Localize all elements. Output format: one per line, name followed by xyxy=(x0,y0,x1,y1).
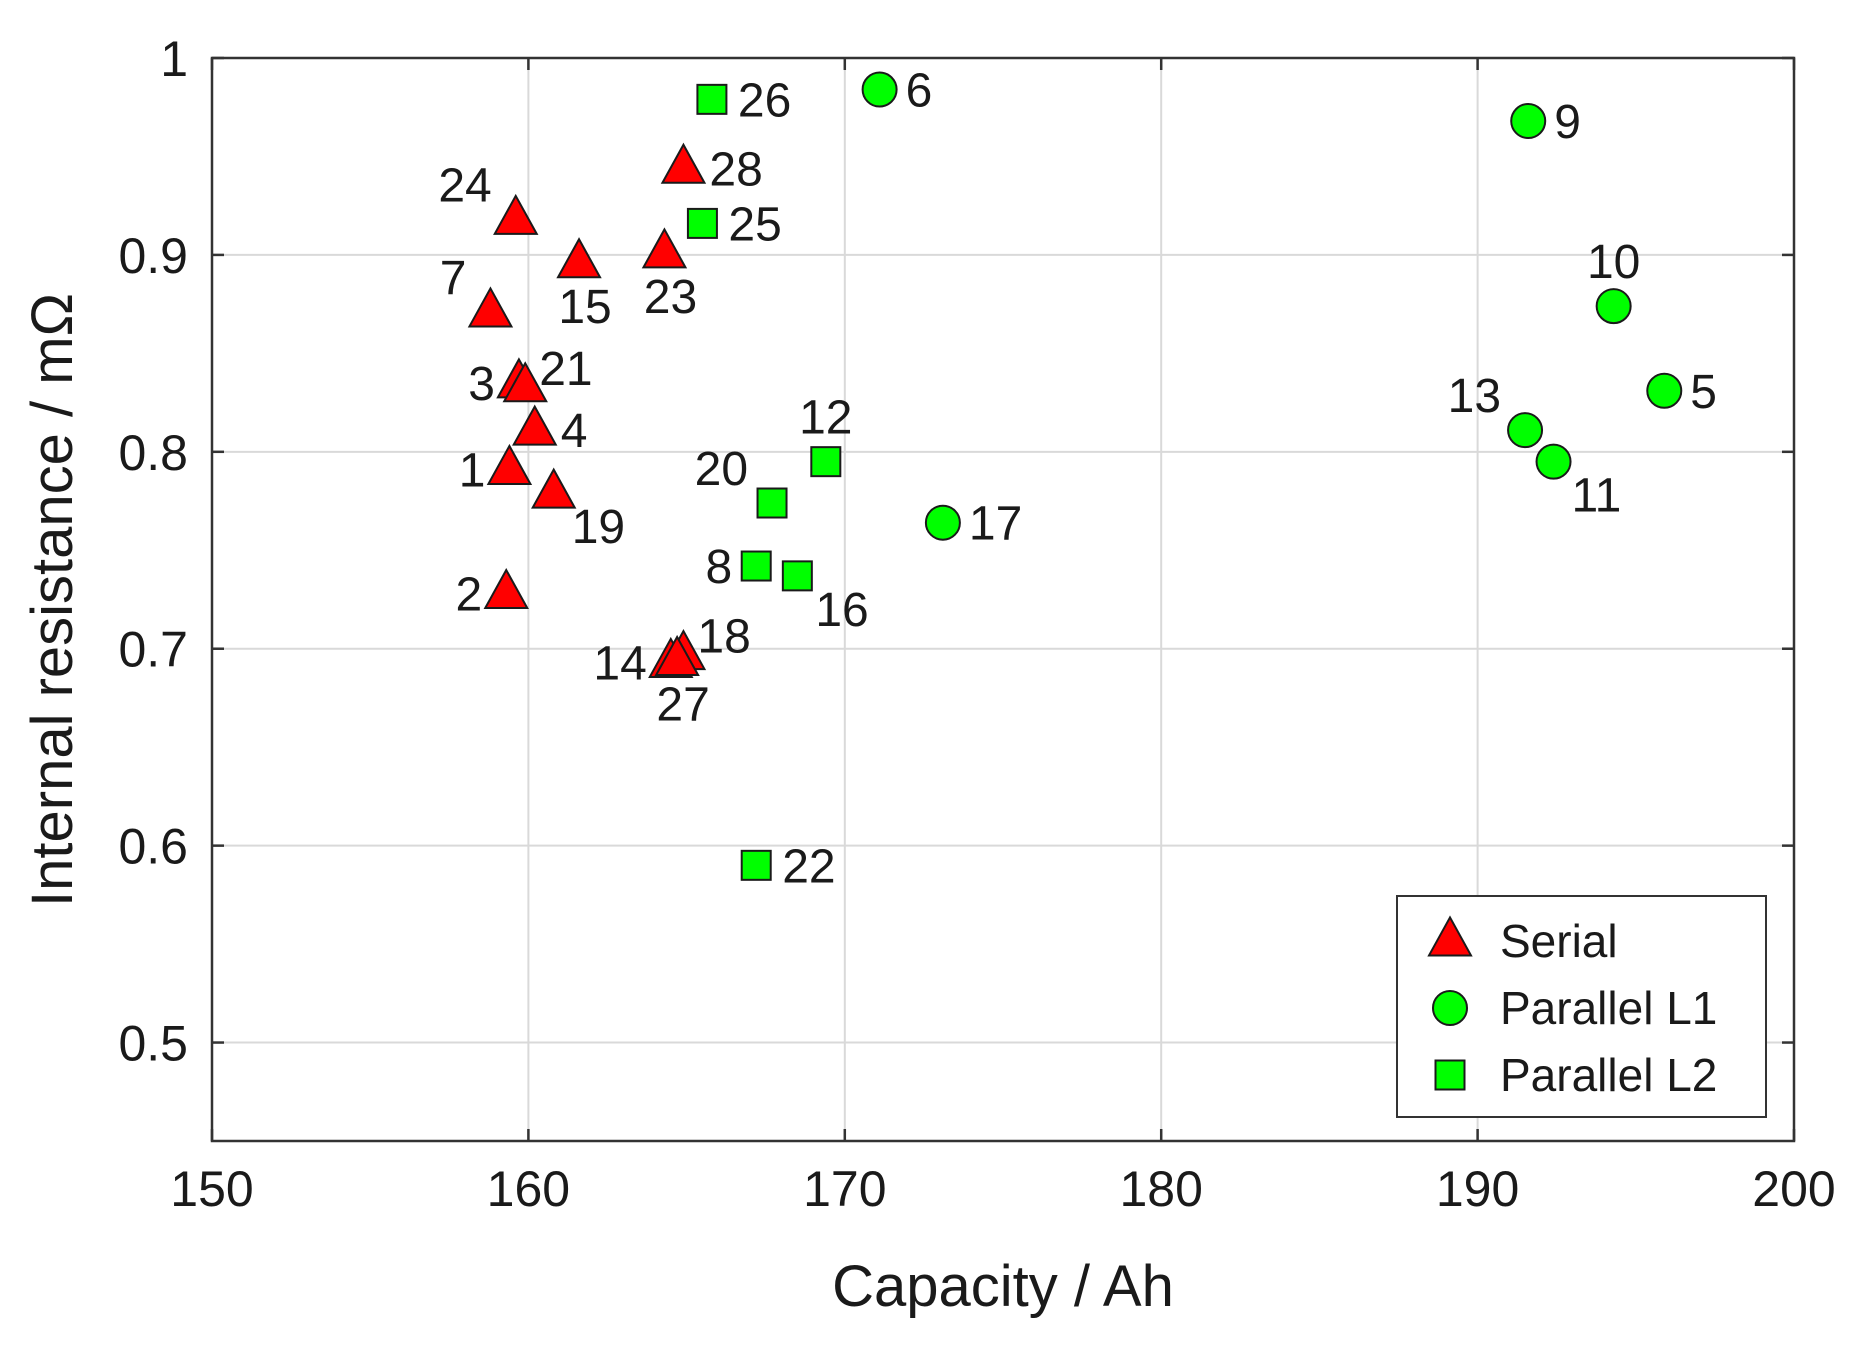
legend-circle-icon xyxy=(1432,990,1468,1026)
circle-marker xyxy=(1646,372,1683,409)
point-label: 28 xyxy=(709,143,762,196)
point-label: 22 xyxy=(782,840,835,893)
plot-frame xyxy=(210,56,1796,1143)
point-label: 4 xyxy=(561,405,588,458)
point-label: 10 xyxy=(1587,236,1640,289)
square-marker xyxy=(756,487,788,519)
point-labels: 1234714151819212324272856910111317812162… xyxy=(438,65,1717,894)
triangle-marker xyxy=(483,567,529,610)
x-tick-label: 200 xyxy=(1752,1161,1835,1217)
triangle-marker xyxy=(556,237,602,279)
point-label: 13 xyxy=(1448,370,1501,423)
point-label: 8 xyxy=(706,541,733,594)
point-label: 27 xyxy=(656,679,709,732)
point-label: 14 xyxy=(593,638,646,691)
y-tick-label: 0.9 xyxy=(118,228,188,284)
point-label: 6 xyxy=(906,65,933,118)
grid-lines xyxy=(212,58,1794,1141)
triangle-marker xyxy=(531,467,577,509)
circle-marker xyxy=(1510,103,1547,140)
legend-label: Serial xyxy=(1500,915,1618,967)
point-label: 19 xyxy=(572,501,625,554)
triangle-marker xyxy=(641,227,688,269)
square-marker xyxy=(686,207,718,239)
triangle-marker xyxy=(512,404,558,446)
circle-marker xyxy=(1507,412,1544,449)
triangle-marker xyxy=(502,361,548,403)
y-tick-label: 0.8 xyxy=(118,425,188,481)
legend-label: Parallel L1 xyxy=(1500,982,1717,1034)
point-label: 25 xyxy=(728,198,781,251)
square-marker xyxy=(781,560,813,592)
point-label: 9 xyxy=(1554,96,1581,149)
x-tick-label: 180 xyxy=(1119,1161,1202,1217)
y-axis-title: Internal resistance / mΩ xyxy=(20,293,85,907)
point-label: 24 xyxy=(438,159,491,212)
triangle-marker xyxy=(660,142,707,184)
point-label: 26 xyxy=(738,74,791,127)
circle-marker xyxy=(924,504,961,541)
x-axis-title: Capacity / Ah xyxy=(832,1254,1174,1319)
legend: Serial Parallel L1 Parallel L2 xyxy=(1396,895,1767,1118)
square-marker xyxy=(696,83,728,115)
tick-labels: 150 160 170 180 190 200 0.5 0.6 0.7 0.8 0.9 1 xyxy=(118,31,1835,1217)
point-label: 21 xyxy=(539,343,592,396)
triangle-marker xyxy=(486,443,533,485)
circle-marker xyxy=(1535,443,1572,480)
point-label: 23 xyxy=(644,271,697,324)
y-tick-label: 0.7 xyxy=(118,622,188,678)
circle-marker xyxy=(861,71,898,108)
x-tick-label: 190 xyxy=(1436,1161,1519,1217)
square-marker xyxy=(810,446,842,478)
axis-ticks xyxy=(210,56,1796,1141)
point-label: 7 xyxy=(440,252,467,305)
triangle-marker xyxy=(493,193,539,235)
circle-marker xyxy=(1595,288,1632,325)
triangle-marker xyxy=(467,286,514,328)
square-marker xyxy=(740,849,772,881)
point-label: 11 xyxy=(1572,470,1622,523)
x-tick-label: 170 xyxy=(803,1161,886,1217)
y-tick-label: 0.6 xyxy=(118,819,188,875)
point-label: 2 xyxy=(456,569,483,622)
point-label: 1 xyxy=(459,445,486,498)
x-tick-label: 160 xyxy=(487,1161,570,1217)
data-points xyxy=(467,71,1683,881)
x-tick-label: 150 xyxy=(170,1161,253,1217)
point-label: 3 xyxy=(468,358,495,411)
legend-triangle-icon xyxy=(1427,915,1473,957)
y-tick-label: 0.5 xyxy=(118,1016,188,1072)
legend-label: Parallel L2 xyxy=(1500,1049,1717,1101)
legend-square-icon xyxy=(1434,1059,1466,1091)
point-label: 17 xyxy=(969,498,1022,551)
point-label: 12 xyxy=(799,392,852,445)
point-label: 15 xyxy=(558,281,611,334)
point-label: 5 xyxy=(1690,366,1717,419)
point-label: 18 xyxy=(697,611,750,664)
triangle-marker xyxy=(654,634,700,676)
square-marker xyxy=(740,550,772,582)
y-tick-label: 1 xyxy=(160,31,188,87)
point-label: 16 xyxy=(815,584,868,637)
point-label: 20 xyxy=(695,443,748,496)
